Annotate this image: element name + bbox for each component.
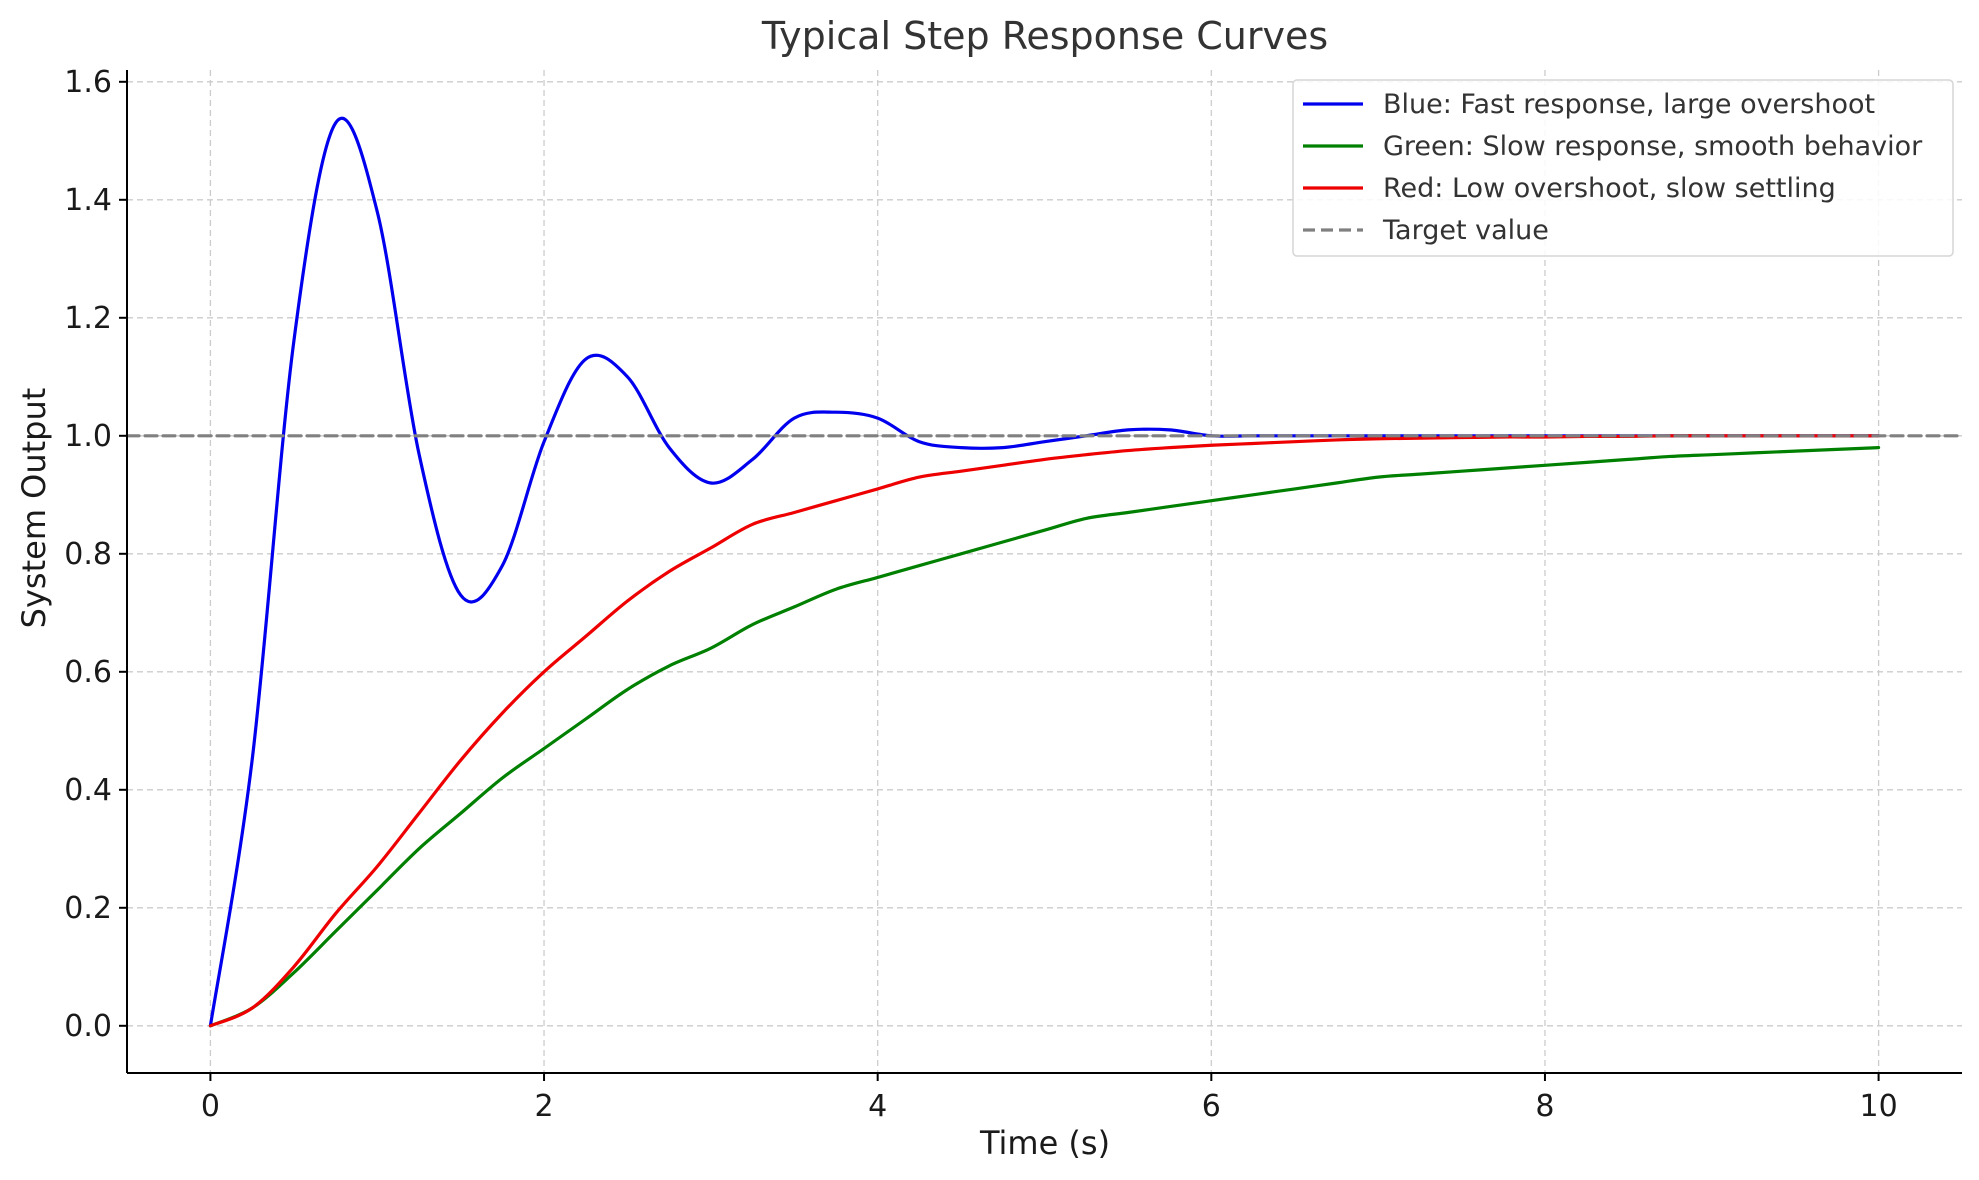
legend-entry-label: Green: Slow response, smooth behavior xyxy=(1383,131,1923,162)
series-line-2 xyxy=(208,446,1881,1028)
y-tick-label: 1.4 xyxy=(64,183,112,218)
y-tick-label: 1.0 xyxy=(64,419,112,454)
legend-box xyxy=(1292,79,1954,257)
y-tick-label: 0.2 xyxy=(64,891,112,926)
y-axis-label: System Output xyxy=(15,388,53,629)
y-tick-label: 0.0 xyxy=(64,1009,112,1044)
x-tick-label: 4 xyxy=(868,1089,887,1124)
x-tick-label: 6 xyxy=(1202,1089,1221,1124)
legend: Blue: Fast response, large overshoot Gree… xyxy=(1292,79,1954,257)
legend-entry-label: Target value xyxy=(1382,215,1549,246)
legend-entry-label: Blue: Fast response, large overshoot xyxy=(1383,89,1875,120)
series-layer xyxy=(125,116,1964,1028)
y-tick-label: 0.6 xyxy=(64,655,112,690)
chart-title: Typical Step Response Curves xyxy=(761,14,1328,58)
x-tick-label: 10 xyxy=(1859,1089,1897,1124)
x-axis-label: Time (s) xyxy=(979,1124,1110,1162)
y-tick-label: 0.4 xyxy=(64,773,112,808)
x-tick-label: 2 xyxy=(534,1089,553,1124)
x-tick-label: 8 xyxy=(1535,1089,1554,1124)
legend-entry-label: Red: Low overshoot, slow settling xyxy=(1383,173,1836,204)
y-tick-label: 0.8 xyxy=(64,537,112,572)
x-tick-label: 0 xyxy=(201,1089,220,1124)
axes: 0 2 4 6 8 10 0.0 0.2 0.4 0.6 0.8 1.0 1.2 1.4 1.6 xyxy=(64,65,1962,1124)
y-tick-label: 1.2 xyxy=(64,301,112,336)
y-tick-label: 1.6 xyxy=(64,65,112,100)
